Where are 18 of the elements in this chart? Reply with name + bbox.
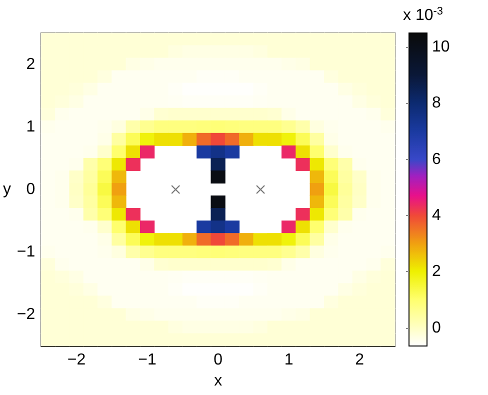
y-tick-label: −2 (16, 306, 36, 324)
color-bar-label: 4 (432, 206, 441, 224)
color-bar-label: 6 (432, 150, 441, 168)
x-tick-label: 1 (284, 352, 294, 368)
y-axis-title: y (3, 181, 11, 198)
y-tick-label: 0 (26, 181, 36, 198)
color-bar-label: 0 (432, 319, 441, 336)
y-tick-label: −1 (16, 244, 36, 261)
color-bar-label: 2 (432, 263, 441, 280)
color-bar-label: 10 (432, 38, 450, 56)
x-axis-title: x (214, 372, 222, 390)
y-tick-label: 1 (26, 118, 36, 136)
color-bar-label: 8 (432, 94, 441, 112)
x-tick-label: 0 (214, 352, 223, 368)
x-tick-label: −2 (67, 352, 86, 368)
x-tick-label: −1 (138, 352, 157, 368)
y-tick-label: 2 (26, 56, 36, 73)
x-tick-label: 2 (355, 352, 364, 368)
